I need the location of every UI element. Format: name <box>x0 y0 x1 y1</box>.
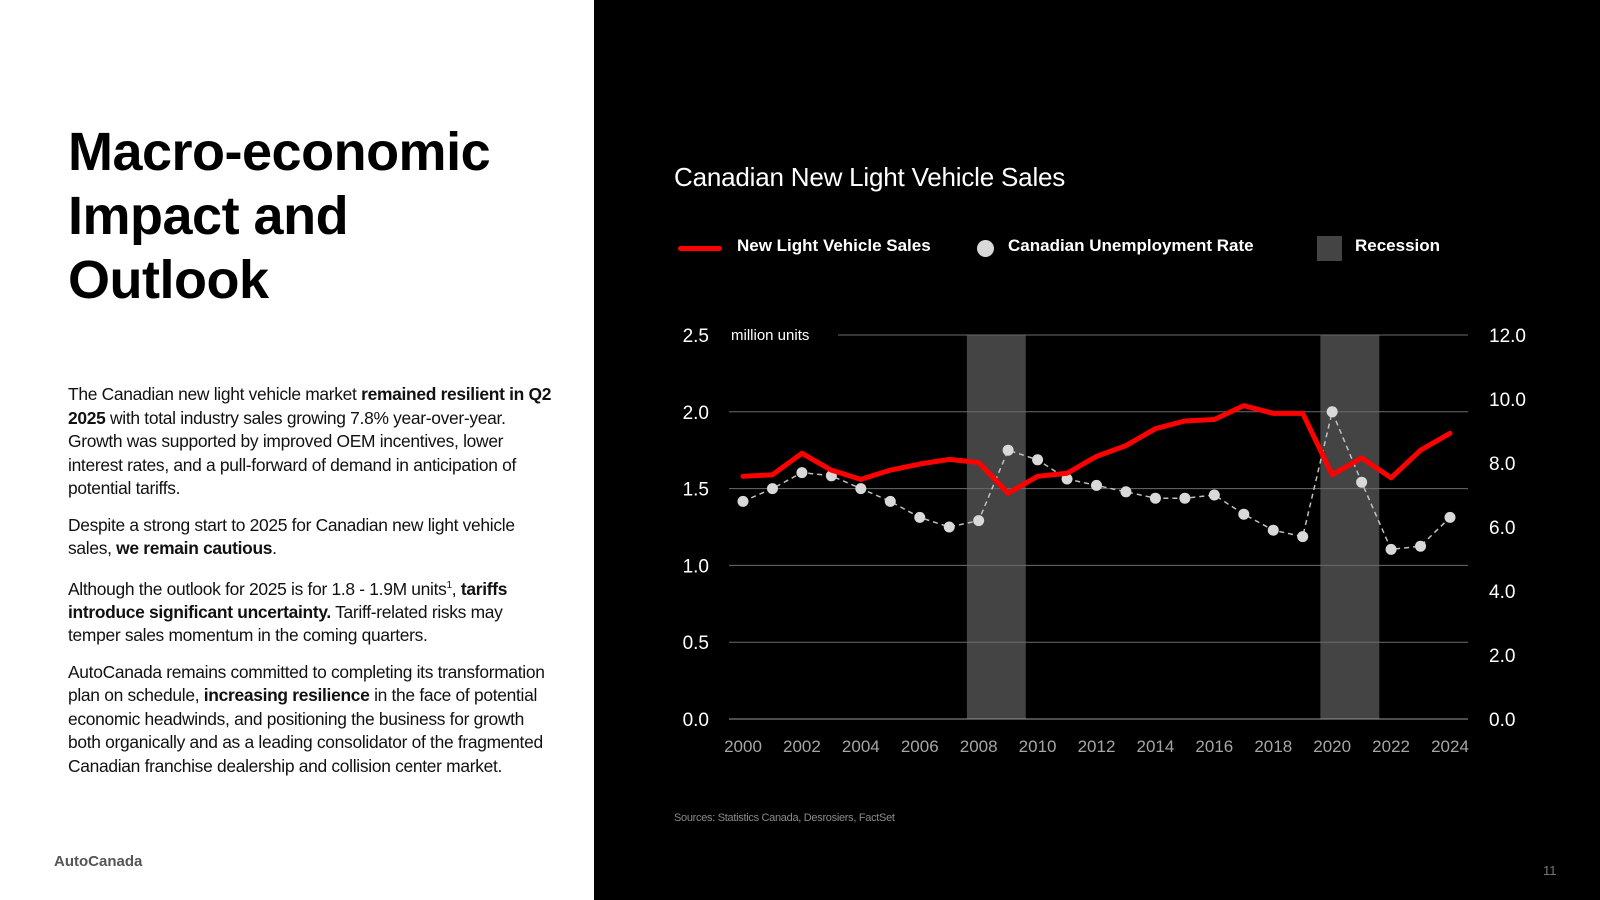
footnote-marker: 1 <box>446 579 453 591</box>
x-tick-label: 2012 <box>1078 737 1116 756</box>
x-tick-label: 2022 <box>1372 737 1410 756</box>
paragraph-2: Despite a strong start to 2025 for Canad… <box>68 514 552 561</box>
right-panel <box>594 0 1600 900</box>
p3-text-a2: , <box>451 578 461 599</box>
unemployment-point-2017 <box>1238 508 1250 520</box>
unemployment-point-2010 <box>1032 454 1044 466</box>
unemployment-point-2022 <box>1385 543 1397 555</box>
paragraph-3: Although the outlook for 2025 is for 1.8… <box>68 574 552 648</box>
unemployment-layer <box>737 406 1456 555</box>
unemployment-point-2007 <box>943 521 955 533</box>
recession-layer <box>966 335 1380 719</box>
paragraph-4: AutoCanada remains committed to completi… <box>68 661 552 779</box>
chart-title: Canadian New Light Vehicle Sales <box>674 162 1066 192</box>
y-right-tick-label: 8.0 <box>1489 454 1515 475</box>
x-tick-label: 2010 <box>1019 737 1057 756</box>
title-line-2: Impact and <box>68 186 349 246</box>
title-line-1: Macro-economic <box>68 122 491 182</box>
recession-band-2 <box>1320 335 1380 719</box>
page-title: Macro-economic Impact and Outlook <box>68 120 568 312</box>
unemployment-point-2008 <box>973 515 985 527</box>
unemployment-point-2016 <box>1208 489 1220 501</box>
p3-text-c: Tariff-related risks may temper sales mo… <box>68 601 503 646</box>
legend-sales-label: New Light Vehicle Sales <box>737 236 931 255</box>
p1-bold: remained resilient in Q2 2025 <box>68 384 552 428</box>
p4-text-a: AutoCanada remains committed to completi… <box>68 661 545 706</box>
y-left-tick-label: 1.5 <box>683 480 709 501</box>
p2-text-a: Despite a strong start to 2025 for Canad… <box>68 514 515 559</box>
x-tick-label: 2014 <box>1137 737 1175 756</box>
unemployment-point-2005 <box>884 495 896 507</box>
p2-bold: we remain cautious <box>116 538 273 558</box>
y-right-tick-label: 0.0 <box>1489 710 1515 731</box>
unemployment-point-2023 <box>1415 540 1427 552</box>
unemployment-point-2006 <box>914 511 926 523</box>
x-tick-label: 2000 <box>724 737 762 756</box>
unemployment-point-2015 <box>1179 492 1191 504</box>
legend-recession-swatch <box>1317 236 1342 261</box>
unemployment-point-2009 <box>1002 444 1014 456</box>
page-number: 11 <box>1543 863 1557 878</box>
y-left-tick-label: 0.0 <box>683 710 709 731</box>
unemployment-point-2014 <box>1149 492 1161 504</box>
y-left-tick-label: 0.5 <box>683 633 709 654</box>
unemployment-point-2001 <box>766 483 778 495</box>
y-right-tick-label: 2.0 <box>1489 646 1515 667</box>
y-right-tick-label: 4.0 <box>1489 582 1515 603</box>
p4-bold: increasing resilience <box>203 685 370 706</box>
sales-line <box>740 403 1453 496</box>
legend-recession-label: Recession <box>1355 236 1441 255</box>
x-tick-label: 2020 <box>1313 737 1351 756</box>
unemployment-point-2012 <box>1091 479 1102 491</box>
legend-unemployment-label: Canadian Unemployment Rate <box>1008 236 1254 255</box>
x-tick-label: 2008 <box>960 737 998 756</box>
unemployment-point-2018 <box>1267 524 1279 536</box>
y-left-tick-label: 1.0 <box>683 556 709 577</box>
unemployment-point-2000 <box>737 495 749 507</box>
title-line-3: Outlook <box>68 250 269 310</box>
y-right-tick-label: 10.0 <box>1489 390 1526 411</box>
p2-text-c: . <box>272 538 277 558</box>
p1-text-c: with total industry sales growing 7.8% y… <box>68 407 517 499</box>
p3-bold: tariffs introduce significant uncertaint… <box>68 578 508 622</box>
grid-layer <box>729 334 1468 720</box>
unemployment-point-2024 <box>1444 511 1456 523</box>
y-right-tick-label: 12.0 <box>1489 326 1526 347</box>
y-left-tick-label: 2.0 <box>683 403 709 424</box>
unemployment-point-2021 <box>1356 476 1368 488</box>
x-tick-label: 2006 <box>901 737 939 756</box>
x-tick-label: 2002 <box>783 737 821 756</box>
x-tick-label: 2024 <box>1431 737 1469 756</box>
body-text: The Canadian new light vehicle market re… <box>68 383 552 791</box>
x-tick-label: 2004 <box>842 737 880 756</box>
x-tick-label: 2016 <box>1195 737 1233 756</box>
unemployment-point-2011 <box>1061 473 1073 485</box>
p3-text-a: Although the outlook for 2025 is for 1.8… <box>68 578 447 599</box>
unemployment-point-2002 <box>796 467 808 479</box>
unemployment-point-2020 <box>1326 406 1338 418</box>
brand-name: AutoCanada <box>54 853 143 870</box>
sales-layer <box>740 403 1453 496</box>
legend-unemployment-swatch <box>977 240 994 257</box>
y-left-unit-label: million units <box>731 327 809 344</box>
y-left-tick-label: 2.5 <box>683 326 709 347</box>
unemployment-point-2019 <box>1297 531 1309 543</box>
paragraph-1: The Canadian new light vehicle market re… <box>68 383 552 501</box>
unemployment-point-2004 <box>855 483 867 495</box>
unemployment-point-2013 <box>1120 486 1132 498</box>
y-right-tick-label: 6.0 <box>1489 518 1515 539</box>
recession-band-1 <box>966 335 1026 719</box>
x-tick-label: 2018 <box>1254 737 1292 756</box>
axis-layer: 0.0 0.5 1.0 1.5 2.0 2.5 million units 0.0 2.0 4.0… <box>683 326 1526 756</box>
left-panel: Macro-economic Impact and Outlook The Ca… <box>0 0 594 900</box>
p1-text-a: The Canadian new light vehicle market <box>68 384 362 404</box>
p4-text-c: in the face of potential economic headwi… <box>68 685 543 776</box>
legend-sales-swatch <box>678 246 722 251</box>
sources-note: Sources: Statistics Canada, Desrosiers, … <box>674 812 895 824</box>
